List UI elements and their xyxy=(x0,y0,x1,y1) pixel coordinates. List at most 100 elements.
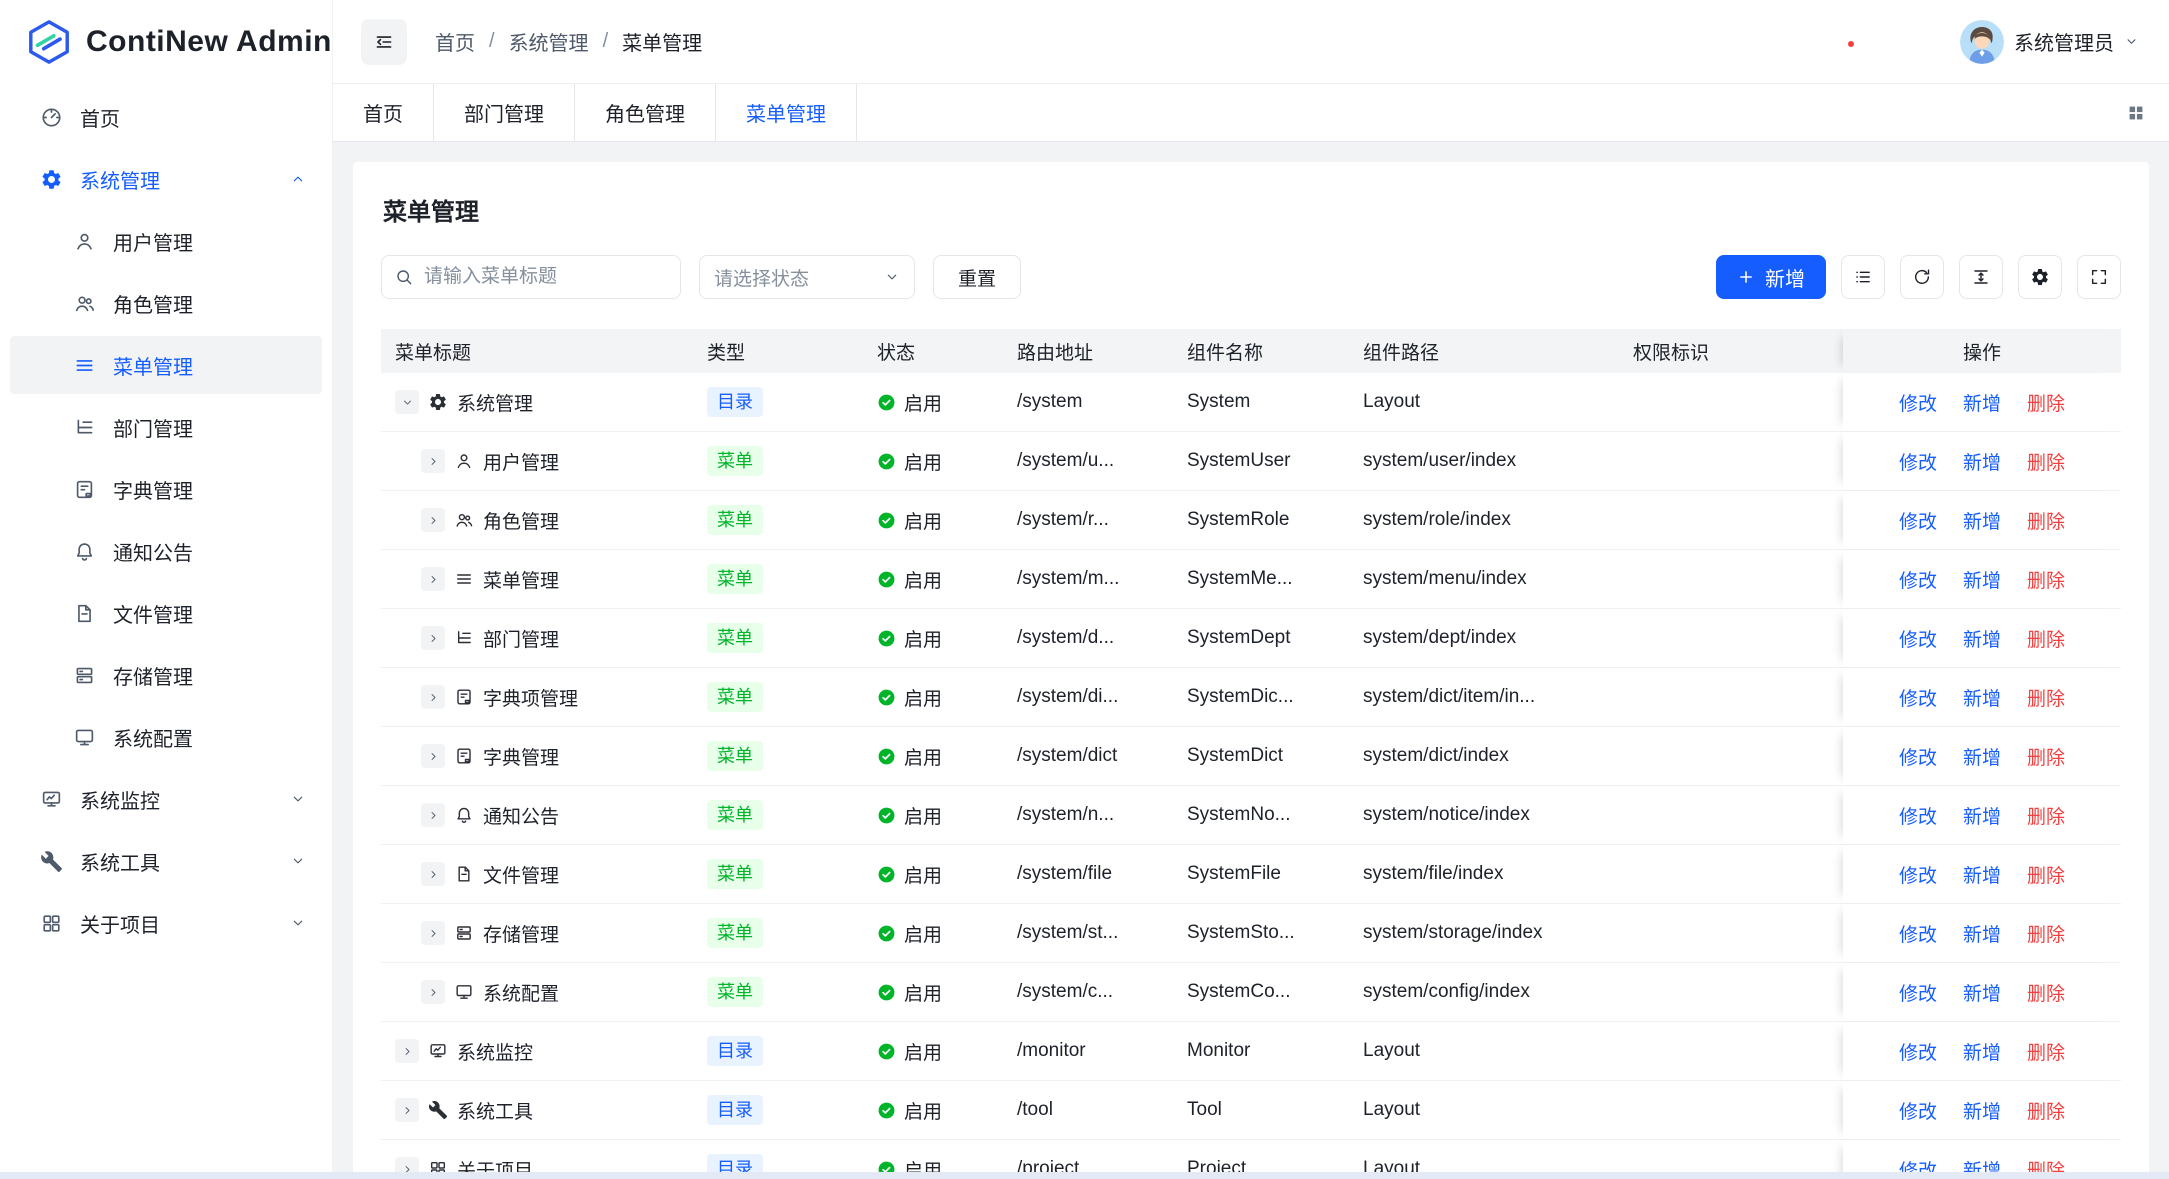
delete-link[interactable]: 删除 xyxy=(2027,452,2066,474)
delete-link[interactable]: 删除 xyxy=(2027,511,2066,533)
table-row: 用户管理 菜单 启用/system/u... SystemUser system/use… xyxy=(381,432,2121,491)
edit-link[interactable]: 修改 xyxy=(1898,924,1937,946)
edit-link[interactable]: 修改 xyxy=(1898,570,1937,592)
row-expand-button[interactable] xyxy=(395,390,419,414)
edit-link[interactable]: 修改 xyxy=(1898,806,1937,828)
delete-link[interactable]: 删除 xyxy=(2027,747,2066,769)
row-expand-button[interactable] xyxy=(421,567,445,591)
delete-link[interactable]: 删除 xyxy=(2027,924,2066,946)
add-child-link[interactable]: 新增 xyxy=(1962,629,2001,651)
search-input[interactable] xyxy=(381,255,681,299)
sidebar-item-grid[interactable]: 关于项目 xyxy=(10,894,322,952)
tab-item[interactable]: 菜单管理 xyxy=(716,84,857,141)
tab-item[interactable]: 首页 xyxy=(333,84,434,141)
sidebar-item-monitor[interactable]: 系统配置 xyxy=(10,708,322,766)
row-expand-button[interactable] xyxy=(395,1098,419,1122)
sidebar-item-user[interactable]: 用户管理 xyxy=(10,212,322,270)
tab-item[interactable]: 部门管理 xyxy=(434,84,575,141)
cell-permission xyxy=(1619,904,1843,962)
edit-link[interactable]: 修改 xyxy=(1898,511,1937,533)
sidebar-item-storage[interactable]: 存储管理 xyxy=(10,646,322,704)
edit-link[interactable]: 修改 xyxy=(1898,1101,1937,1123)
tab-list-grid-icon[interactable] xyxy=(2125,102,2147,124)
row-expand-button[interactable] xyxy=(395,1039,419,1063)
add-child-link[interactable]: 新增 xyxy=(1962,865,2001,887)
row-expand-button[interactable] xyxy=(421,980,445,1004)
delete-link[interactable]: 删除 xyxy=(2027,806,2066,828)
row-expand-button[interactable] xyxy=(421,744,445,768)
delete-link[interactable]: 删除 xyxy=(2027,688,2066,710)
edit-link[interactable]: 修改 xyxy=(1898,1042,1937,1064)
logo[interactable]: ContiNew Admin xyxy=(0,0,332,84)
refresh-button[interactable] xyxy=(1900,255,1944,299)
user-menu[interactable]: 系统管理员 xyxy=(1960,19,2139,64)
edit-link[interactable]: 修改 xyxy=(1898,688,1937,710)
cell-menu-title: 系统监控 xyxy=(381,1022,693,1080)
status-select[interactable]: 请选择状态 xyxy=(699,255,915,299)
list-button[interactable] xyxy=(1841,255,1885,299)
delete-link[interactable]: 删除 xyxy=(2027,570,2066,592)
delete-link[interactable]: 删除 xyxy=(2027,393,2066,415)
sidebar-item-dashboard[interactable]: 首页 xyxy=(10,88,322,146)
user-name: 系统管理员 xyxy=(2014,33,2114,55)
cell-status: 启用 xyxy=(863,1022,1003,1080)
add-child-link[interactable]: 新增 xyxy=(1962,688,2001,710)
row-expand-button[interactable] xyxy=(421,449,445,473)
row-expand-button[interactable] xyxy=(421,685,445,709)
sidebar-item-menu[interactable]: 菜单管理 xyxy=(10,336,322,394)
add-child-link[interactable]: 新增 xyxy=(1962,747,2001,769)
fullscreen-button[interactable] xyxy=(2077,255,2121,299)
row-expand-button[interactable] xyxy=(421,803,445,827)
row-expand-button[interactable] xyxy=(421,921,445,945)
sidebar-item-file[interactable]: 文件管理 xyxy=(10,584,322,642)
line-height-button[interactable] xyxy=(1959,255,2003,299)
add-child-link[interactable]: 新增 xyxy=(1962,1101,2001,1123)
edit-link[interactable]: 修改 xyxy=(1898,865,1937,887)
edit-link[interactable]: 修改 xyxy=(1898,983,1937,1005)
delete-link[interactable]: 删除 xyxy=(2027,1101,2066,1123)
gear-button[interactable] xyxy=(2018,255,2062,299)
delete-link[interactable]: 删除 xyxy=(2027,983,2066,1005)
cell-permission xyxy=(1619,845,1843,903)
sidebar-item-users[interactable]: 角色管理 xyxy=(10,274,322,332)
cell-actions: 修改 新增 删除 xyxy=(1843,373,2121,431)
breadcrumb-item[interactable]: 系统管理 xyxy=(508,33,589,55)
add-child-link[interactable]: 新增 xyxy=(1962,983,2001,1005)
add-child-link[interactable]: 新增 xyxy=(1962,511,2001,533)
delete-link[interactable]: 删除 xyxy=(2027,865,2066,887)
sidebar-item-monitor-chart[interactable]: 系统监控 xyxy=(10,770,322,828)
breadcrumb-item[interactable]: 首页 xyxy=(435,33,475,55)
sidebar-item-bell[interactable]: 通知公告 xyxy=(10,522,322,580)
breadcrumb-item[interactable]: 菜单管理 xyxy=(622,33,703,55)
edit-link[interactable]: 修改 xyxy=(1898,747,1937,769)
cell-type: 菜单 xyxy=(693,668,863,726)
row-expand-button[interactable] xyxy=(421,626,445,650)
add-child-link[interactable]: 新增 xyxy=(1962,1042,2001,1064)
add-child-link[interactable]: 新增 xyxy=(1962,924,2001,946)
row-expand-button[interactable] xyxy=(421,508,445,532)
delete-link[interactable]: 删除 xyxy=(2027,1042,2066,1064)
cell-component-path: Layout xyxy=(1363,1040,1421,1061)
tab-item[interactable]: 角色管理 xyxy=(575,84,716,141)
add-child-link[interactable]: 新增 xyxy=(1962,806,2001,828)
status-check-icon xyxy=(877,1042,896,1061)
edit-link[interactable]: 修改 xyxy=(1898,452,1937,474)
sidebar-item-wrench[interactable]: 系统工具 xyxy=(10,832,322,890)
edit-link[interactable]: 修改 xyxy=(1898,629,1937,651)
reset-button[interactable]: 重置 xyxy=(933,255,1022,299)
add-button[interactable]: 新增 xyxy=(1716,255,1826,299)
add-child-link[interactable]: 新增 xyxy=(1962,393,2001,415)
table-row: 字典项管理 菜单 启用/system/di... SystemDic... system… xyxy=(381,668,2121,727)
status-label: 启用 xyxy=(904,865,943,887)
add-child-link[interactable]: 新增 xyxy=(1962,570,2001,592)
sidebar-item-gear[interactable]: 系统管理 xyxy=(10,150,322,208)
sidebar-item-dict[interactable]: 字典管理 xyxy=(10,460,322,518)
edit-link[interactable]: 修改 xyxy=(1898,393,1937,415)
sidebar-collapse-button[interactable] xyxy=(361,18,407,65)
sidebar-item-tree[interactable]: 部门管理 xyxy=(10,398,322,456)
add-child-link[interactable]: 新增 xyxy=(1962,452,2001,474)
cell-permission xyxy=(1619,963,1843,1021)
row-expand-button[interactable] xyxy=(421,862,445,886)
chevron-down-icon xyxy=(290,853,306,869)
delete-link[interactable]: 删除 xyxy=(2027,629,2066,651)
